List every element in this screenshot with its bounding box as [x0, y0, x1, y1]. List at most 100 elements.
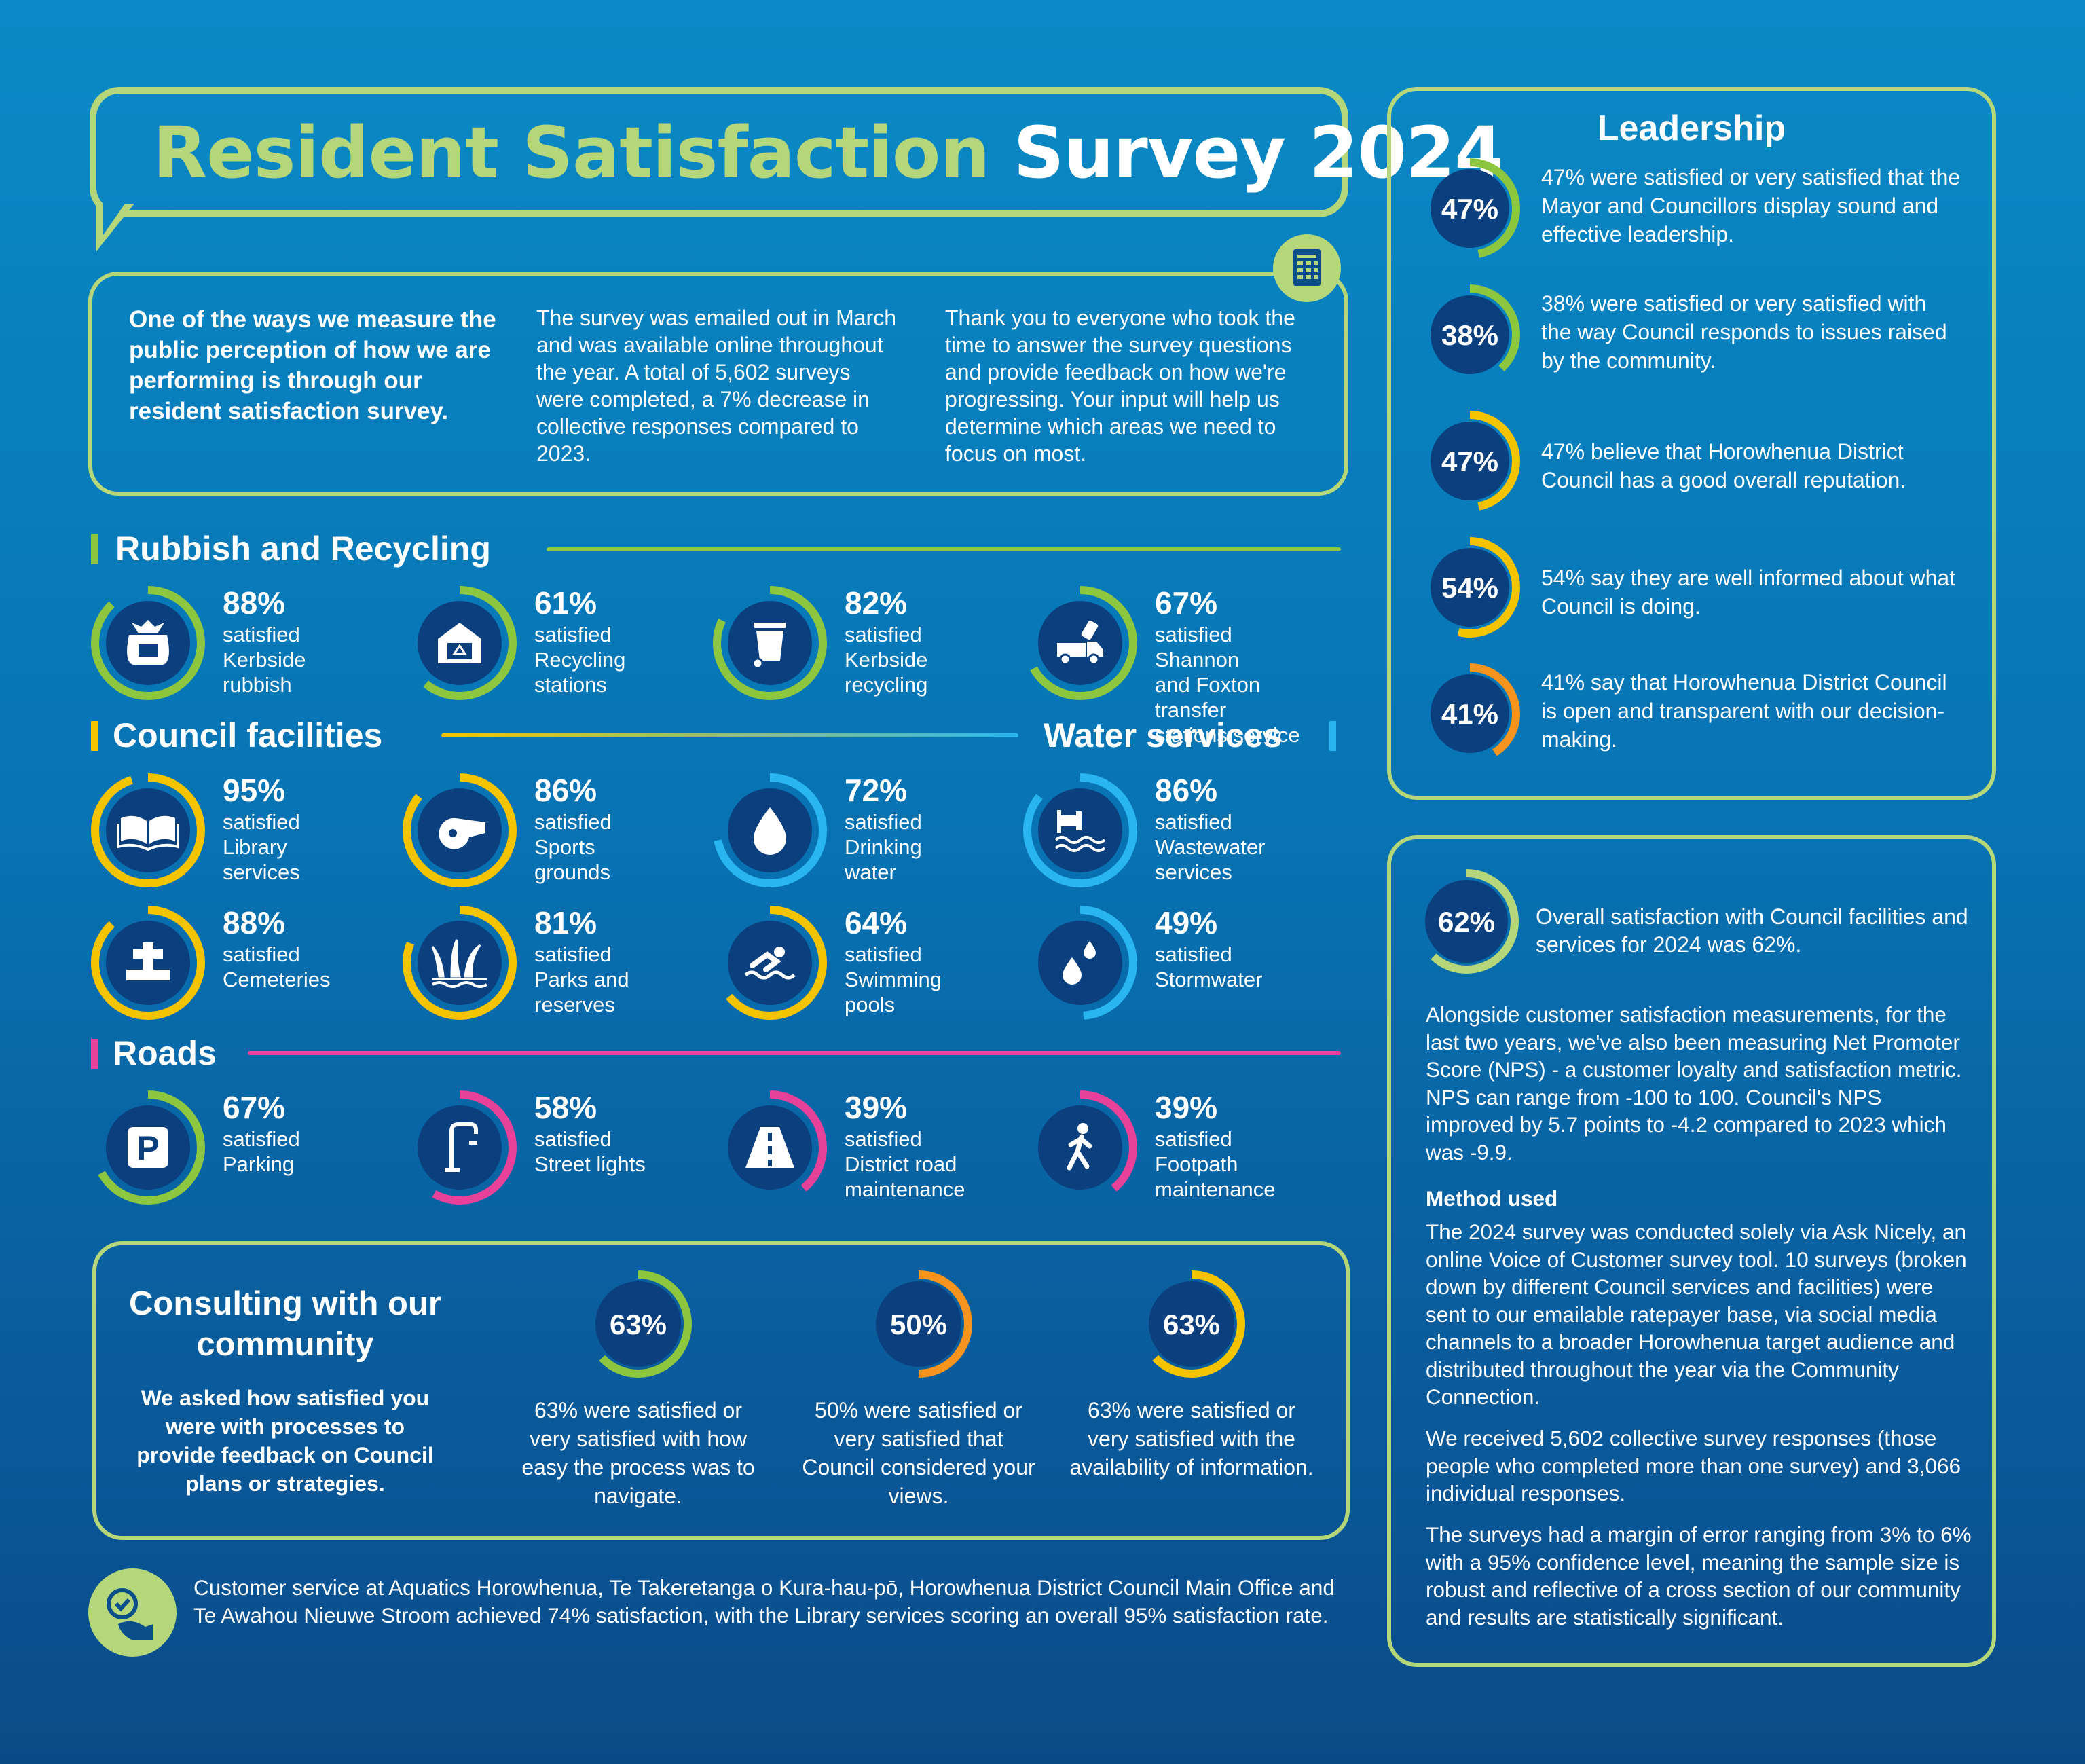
speech-bubble-tail: [96, 204, 134, 251]
ring-center: [1431, 169, 1509, 248]
ring-arc: [1023, 906, 1137, 1020]
ring-center: [876, 1281, 961, 1367]
ring-arc: [713, 1090, 827, 1205]
overall-panel: [1387, 835, 1996, 1667]
stat-drinking-water: 72% satisfied Drinking water: [712, 773, 1011, 888]
stat-percent: 81%: [534, 905, 597, 940]
water-bar: [1329, 721, 1336, 751]
stat-cemeteries: 88% satisfied Cemeteries: [90, 905, 389, 1021]
roads-bar: [91, 1039, 98, 1069]
stat-percent: 39%: [845, 1090, 908, 1125]
consulting-title: Consulting with our community: [129, 1285, 441, 1363]
stat-swimming-pools: 64% satisfied Swimming pools: [712, 905, 1011, 1021]
ring-arc: [403, 906, 517, 1020]
ring-center: [595, 1281, 681, 1367]
ring-center: [1431, 422, 1509, 500]
stat-label: satisfied Parking: [223, 1127, 300, 1176]
ring-arc: [1420, 411, 1520, 511]
stat-label: satisfied Kerbside rubbish: [223, 623, 306, 697]
stat-ring: [403, 1090, 517, 1205]
ring-arc: [403, 586, 517, 700]
page-title: Resident Satisfaction Survey 2024: [153, 111, 1504, 194]
ring-center: [1431, 548, 1509, 627]
ring-arc: [1023, 773, 1137, 887]
leadership-panel: [1387, 87, 1996, 800]
ring-percent: 47%: [1441, 193, 1498, 225]
stat-ring: [1023, 906, 1137, 1020]
stat-ring: [403, 586, 517, 700]
stat-recycling-stations: 61% satisfied Recycling stations: [402, 585, 701, 701]
pedestrian-icon: [1067, 1123, 1092, 1171]
stat-label: satisfied Library services: [223, 810, 300, 884]
ring-arc: [585, 1270, 692, 1378]
stat-label: satisfied District road maintenance: [845, 1127, 965, 1201]
footer-note: Customer service at Aquatics Horowhenua,…: [193, 1575, 1335, 1628]
customer-service-icon: [88, 1568, 177, 1657]
title-banner: [90, 87, 1348, 217]
stat-percent: 72%: [845, 773, 908, 808]
rubbish-bar: [91, 534, 98, 564]
water-drop-icon: [754, 807, 786, 855]
leadership-text: 54% say they are well informed about wha…: [1541, 566, 1956, 619]
leadership-title: Leadership: [1597, 109, 1786, 148]
stat-ring: [1023, 586, 1137, 700]
stat-label: satisfied Parks and reserves: [534, 942, 629, 1016]
recycling-station-icon: [438, 623, 481, 663]
method-text-3: The surveys had a margin of error rangin…: [1426, 1522, 1972, 1630]
headstone-icon: [126, 942, 170, 980]
stat-label: satisfied Recycling stations: [534, 623, 626, 697]
stat-kerbside-recycling: 82% satisfied Kerbside recycling: [712, 585, 1011, 701]
swimmer-icon: [744, 947, 796, 980]
survey-form-icon: [1273, 234, 1341, 302]
stat-ring: [713, 906, 827, 1020]
ring-arc: [1420, 158, 1520, 259]
stat-percent: 95%: [223, 773, 286, 808]
method-title: Method used: [1426, 1186, 1558, 1211]
stat-percent: 82%: [845, 585, 908, 621]
rubbish-bag-icon: [127, 620, 169, 665]
ring-percent: 41%: [1441, 698, 1498, 730]
ring-percent: 62%: [1438, 906, 1495, 938]
consulting-panel: [92, 1241, 1350, 1540]
stat-street-lights: 58% satisfied Street lights: [402, 1090, 701, 1205]
ring-center: [1038, 921, 1122, 1005]
ring-arc: [91, 773, 205, 887]
stat-ring: [713, 586, 827, 700]
stat-percent: 39%: [1155, 1090, 1218, 1125]
stat-percent: 64%: [845, 905, 908, 940]
leadership-text: 47% believe that Horowhenua District Cou…: [1541, 439, 1906, 492]
truck-icon: [1057, 620, 1103, 665]
book-icon: [117, 815, 179, 851]
ring-percent: 38%: [1441, 319, 1498, 351]
stat-percent: 88%: [223, 585, 286, 621]
ring-arc: [1023, 586, 1137, 700]
stat-percent: 67%: [223, 1090, 286, 1125]
ring-percent: 54%: [1441, 572, 1498, 604]
ring-arc: [1138, 1270, 1245, 1378]
parking-icon: P: [128, 1127, 168, 1168]
council-water-rule: [441, 733, 1018, 737]
consult-text-information: 63% were satisfied or very satisfied wit…: [1069, 1398, 1314, 1480]
stat-ring: [91, 586, 205, 700]
stat-percent: 67%: [1155, 585, 1218, 621]
consult-text-views: 50% were satisfied or very satisfied tha…: [802, 1398, 1035, 1508]
stat-ring: [91, 906, 205, 1020]
stat-transfer-stations: 67% satisfied Shannon and Foxton transfer…: [1022, 585, 1321, 747]
leadership-item-informed: 54% say they are well informed about wha…: [1419, 536, 1962, 645]
section-rubbish: Rubbish and Recycling: [115, 530, 491, 568]
stat-kerbside-rubbish: 88% satisfied Kerbside rubbish: [90, 585, 389, 701]
leadership-item-transparent: 41% say that Horowhenua District Council…: [1419, 663, 1962, 771]
ring-arc: [713, 906, 827, 1020]
stat-label: satisfied Drinking water: [845, 810, 922, 884]
stat-label: satisfied Cemeteries: [223, 942, 331, 991]
rubbish-rule: [547, 547, 1341, 551]
leadership-item-responds: 38% were satisfied or very satisfied wit…: [1419, 284, 1962, 392]
stat-ring: [1023, 773, 1137, 887]
ring-arc: [1420, 284, 1520, 385]
ring-arc: [403, 1090, 517, 1205]
council-bar: [91, 721, 98, 751]
ring-arc: [91, 906, 205, 1020]
stat-ring: P: [91, 1090, 205, 1205]
stat-label: satisfied Street lights: [534, 1127, 646, 1176]
ring-center: [106, 788, 190, 872]
